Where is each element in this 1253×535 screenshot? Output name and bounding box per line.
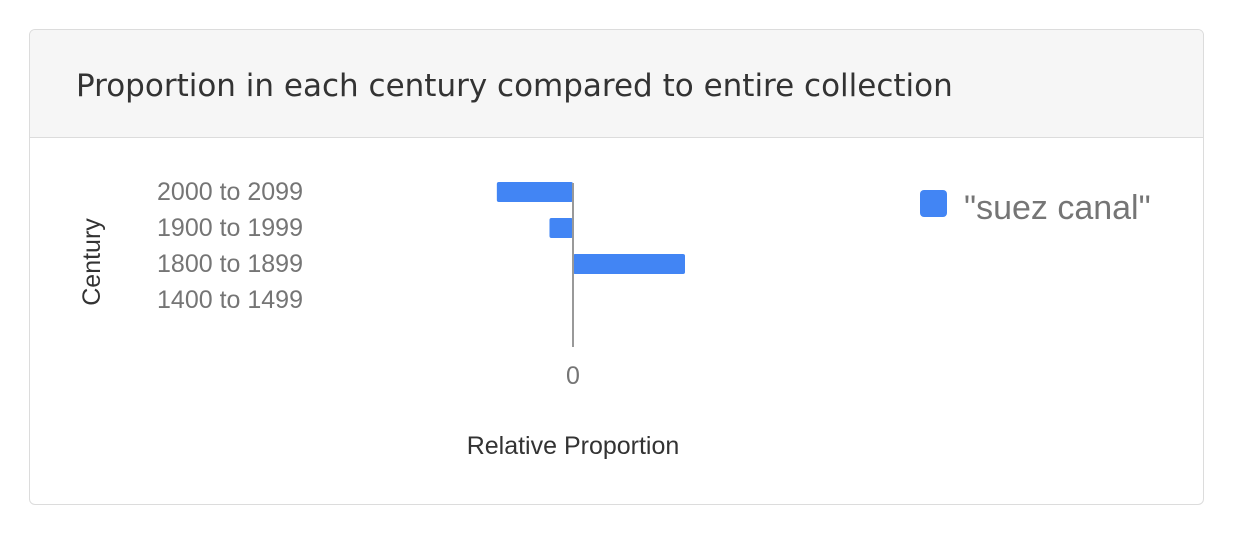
bar[interactable] <box>573 254 685 274</box>
chart-panel: Proportion in each century compared to e… <box>29 29 1204 505</box>
chart-area: 2000 to 2099 1900 to 1999 1800 to 1899 1400… <box>30 138 1203 504</box>
legend-label: "suez canal" <box>964 189 1151 227</box>
x-tick-label: 0 <box>566 362 580 390</box>
bar[interactable] <box>496 182 573 202</box>
y-tick-label: 2000 to 2099 <box>157 178 303 206</box>
legend-swatch <box>920 190 947 217</box>
legend: "suez canal" <box>920 189 1151 227</box>
bar-series <box>496 182 685 274</box>
y-axis-tick-labels: 2000 to 2099 1900 to 1999 1800 to 1899 1400… <box>157 178 303 314</box>
x-axis-title: Relative Proportion <box>467 432 680 460</box>
century-proportion-bar-chart: 2000 to 2099 1900 to 1999 1800 to 1899 1400… <box>78 178 1151 460</box>
chart-title: Proportion in each century compared to e… <box>76 68 953 104</box>
x-axis-tick-labels: 0 <box>566 362 580 390</box>
y-tick-label: 1800 to 1899 <box>157 250 303 278</box>
y-axis-title: Century <box>78 218 106 306</box>
panel-heading: Proportion in each century compared to e… <box>30 30 1203 138</box>
y-tick-label: 1900 to 1999 <box>157 214 303 242</box>
y-tick-label: 1400 to 1499 <box>157 286 303 314</box>
bar[interactable] <box>549 218 573 238</box>
